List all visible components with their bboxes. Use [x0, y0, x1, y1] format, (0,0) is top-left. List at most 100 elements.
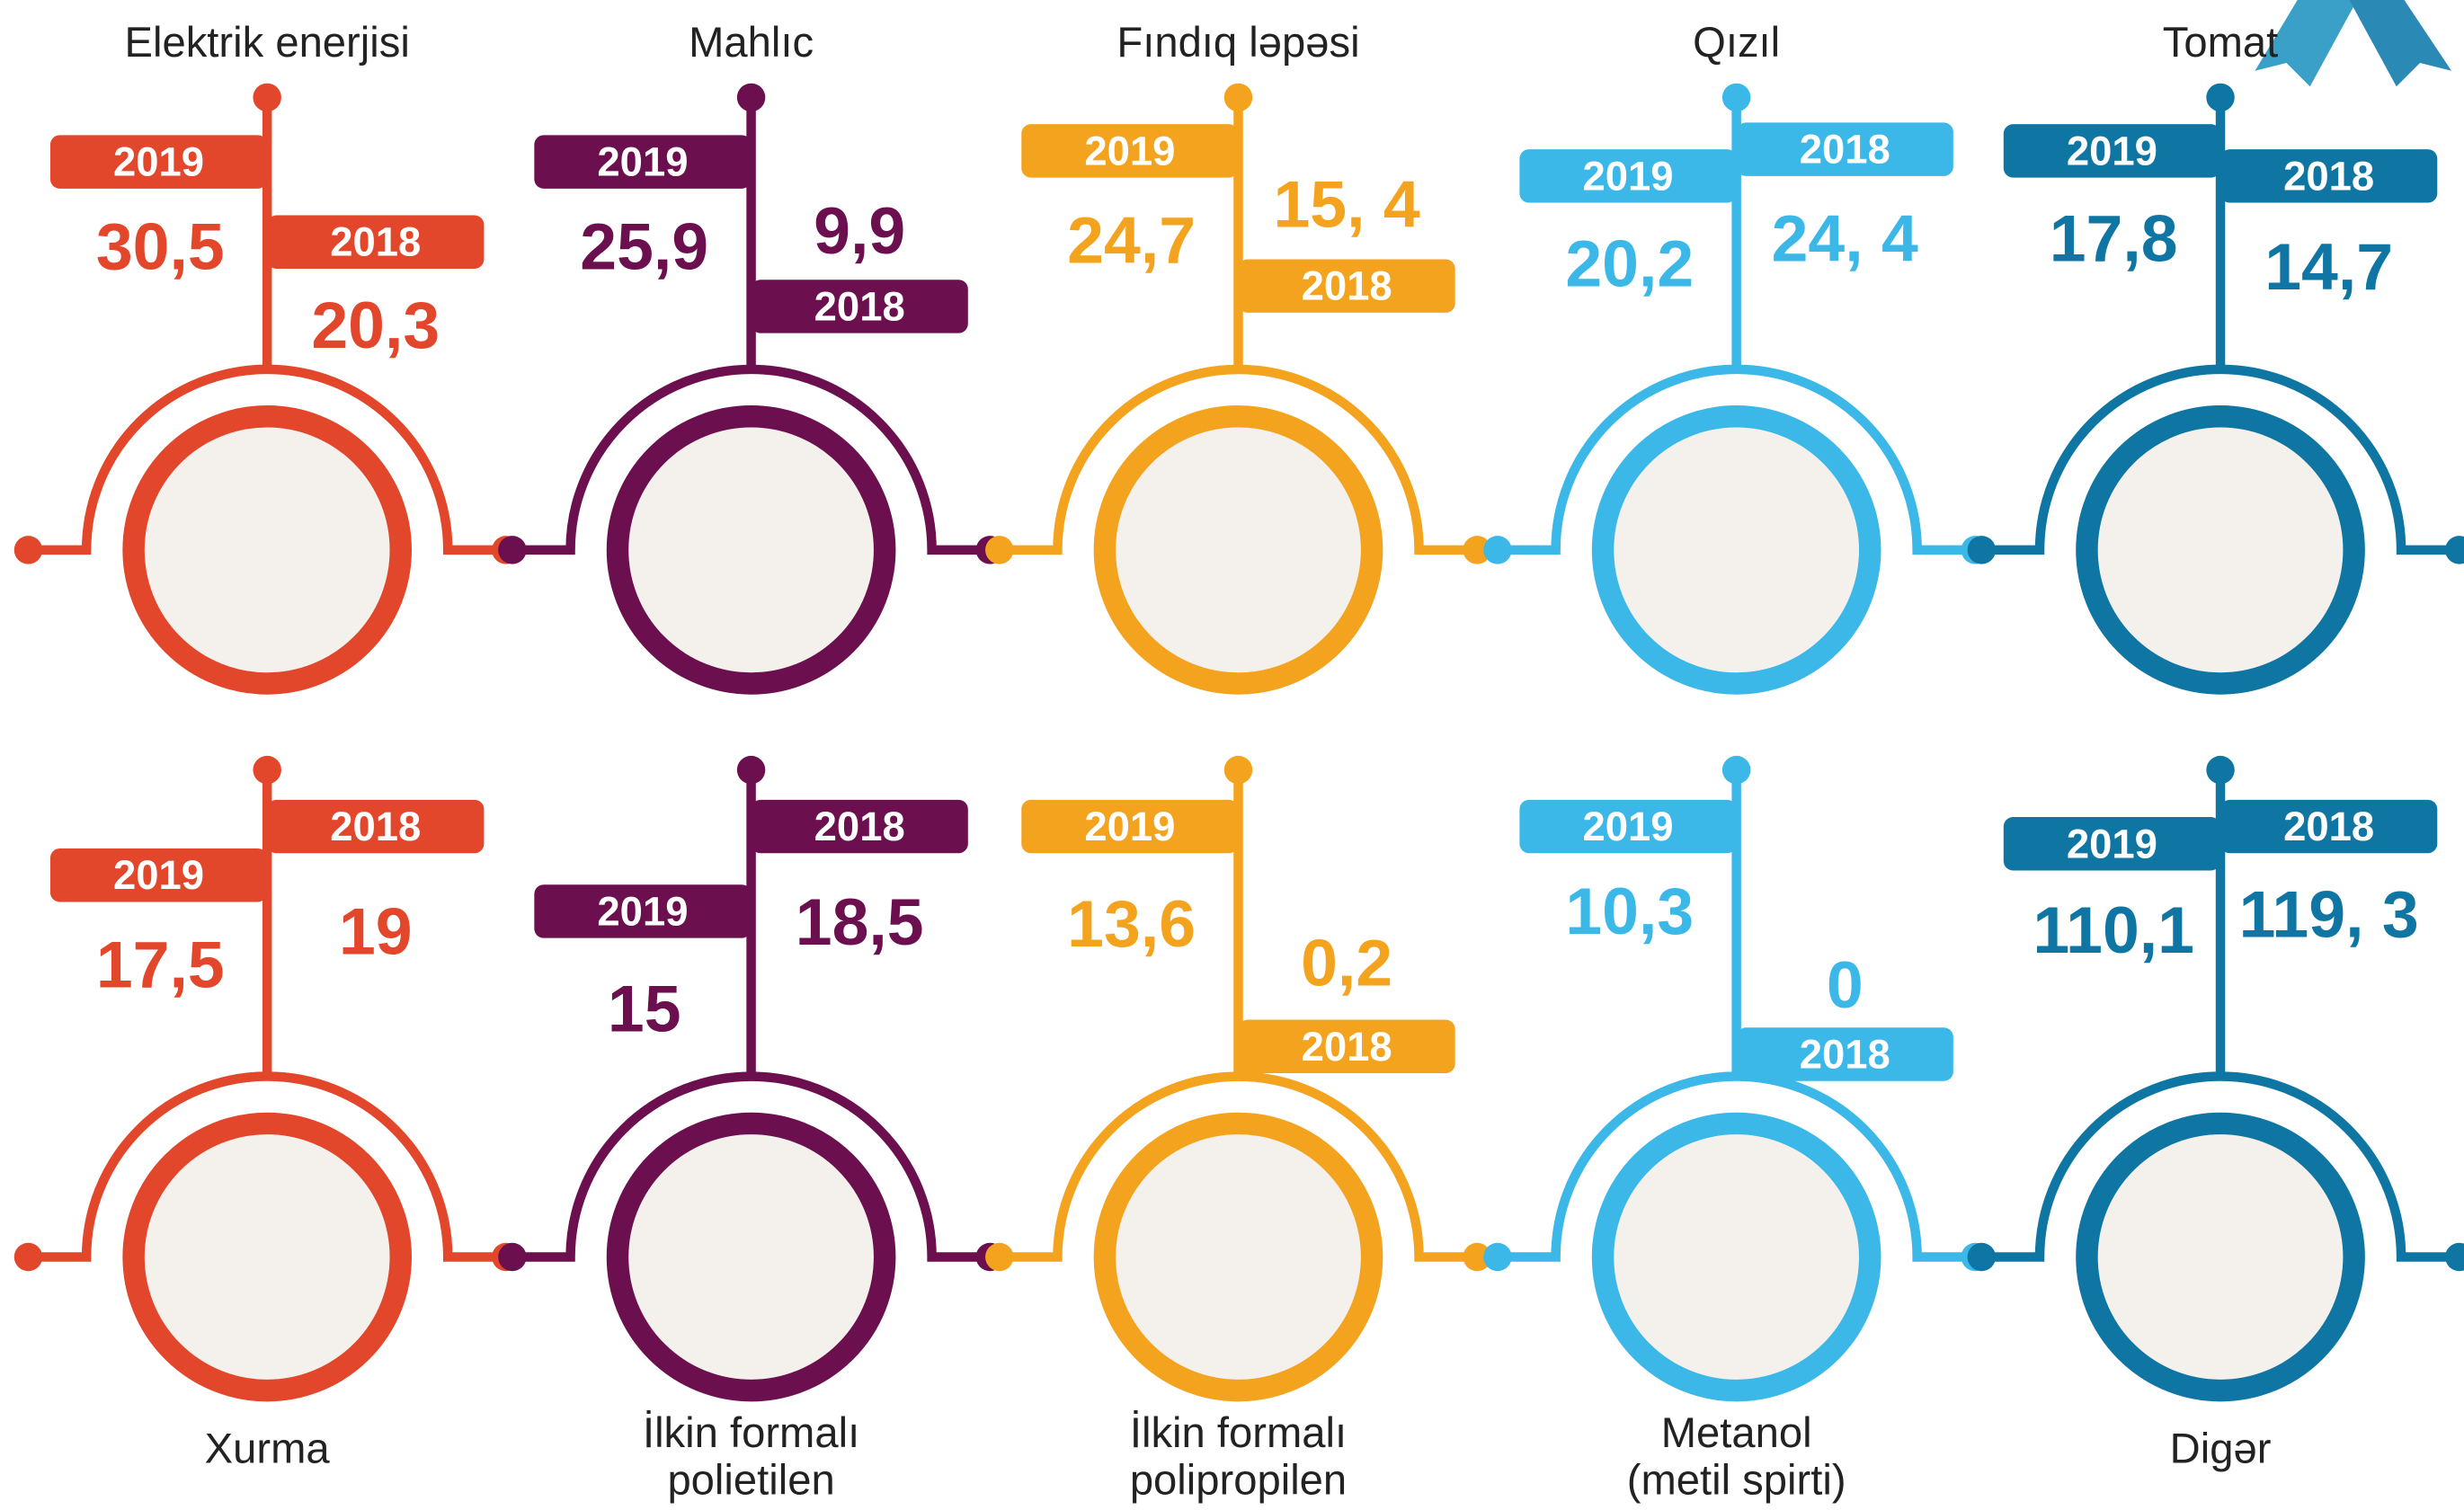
item-label: Digər [2170, 1426, 2272, 1473]
year-box [534, 135, 752, 189]
arc-dot [1483, 536, 1512, 564]
year-label: 2018 [1800, 1032, 1890, 1078]
value-2019: 17,8 [2050, 202, 2178, 276]
ring [2076, 405, 2365, 695]
item: 2019 17,8 2018 14,7 Tomat [1967, 19, 2464, 695]
year-box [1021, 799, 1239, 854]
year-label: 2018 [1800, 127, 1890, 173]
arc-dot [2445, 536, 2464, 564]
ring [1591, 1112, 1881, 1402]
stem-dot [253, 755, 281, 785]
year-box [2220, 149, 2438, 203]
arc-dot [13, 1242, 43, 1272]
arc-dot [1483, 1242, 1512, 1272]
value-2019: 24,7 [1067, 204, 1196, 278]
icon-bg [1116, 1134, 1361, 1380]
item-label: Fındıq ləpəsi [1116, 19, 1359, 67]
year-box [49, 135, 268, 189]
arc [1002, 364, 1474, 555]
item: 2019 25,9 2018 9,9 Mahlıc [498, 19, 1005, 695]
ring [2076, 1112, 2365, 1402]
arc-dot [1967, 1242, 1997, 1272]
arc-dot [498, 536, 527, 564]
value-2019: 17,5 [96, 928, 225, 1001]
year-label: 2018 [330, 804, 421, 849]
year-label: 2019 [113, 139, 204, 185]
year-box [1736, 1027, 1953, 1081]
item: 2019 10,3 2018 0 Metanol(metil spirti) [1483, 755, 1990, 1504]
year-box [751, 280, 968, 333]
year-box [1736, 122, 1953, 176]
item: 2019 110,1 2018 119, 3 Digər [1967, 755, 2464, 1473]
year-box [1238, 1019, 1455, 1073]
arc [1984, 1071, 2457, 1262]
ring [122, 1112, 412, 1402]
year-label: 2019 [1582, 153, 1673, 199]
ring [606, 405, 896, 695]
value-2018: 0,2 [1301, 927, 1392, 1000]
arc [1002, 1071, 1474, 1262]
value-2018: 9,9 [814, 194, 905, 268]
item: 2019 24,7 2018 15, 4 Fındıq ləpəsi [985, 19, 1491, 695]
icon-bg [628, 1134, 874, 1380]
value-2019: 15 [608, 972, 681, 1045]
value-2018: 20,3 [311, 289, 440, 362]
year-box [49, 848, 268, 902]
icon-bg [628, 427, 874, 673]
stem-dot [2206, 83, 2235, 112]
ring [1591, 405, 1881, 695]
arc-dot [985, 536, 1014, 564]
icon-bg [1116, 427, 1361, 673]
icon-bg [144, 1134, 390, 1380]
value-2018: 24, 4 [1772, 202, 1918, 276]
year-label: 2019 [2067, 821, 2157, 866]
ring [1093, 405, 1383, 695]
year-label: 2019 [1084, 804, 1175, 849]
item-label: polietilen [667, 1456, 834, 1504]
year-label: 2018 [2283, 153, 2374, 199]
value-2019: 13,6 [1067, 887, 1196, 961]
year-box [751, 799, 968, 854]
arc [1500, 1071, 1972, 1262]
icon-bg [1614, 427, 1859, 673]
stem-dot [1721, 755, 1751, 785]
year-label: 2018 [814, 804, 905, 849]
item-label: Elektrik enerjisi [125, 19, 410, 67]
arc-dot [498, 1242, 527, 1272]
icon-bg [1614, 1134, 1859, 1380]
icon-bg [2097, 427, 2344, 673]
year-label: 2019 [1084, 128, 1175, 173]
year-box [1238, 259, 1455, 313]
year-label: 2018 [1302, 1024, 1392, 1070]
stem-dot [736, 755, 766, 785]
value-2018: 14,7 [2264, 230, 2393, 304]
ring [606, 1112, 896, 1402]
year-box [2220, 799, 2438, 854]
item-label: Qızıl [1693, 19, 1780, 67]
year-box [1519, 799, 1737, 854]
stem-dot [1223, 755, 1253, 785]
year-label: 2019 [113, 852, 204, 898]
arc [1500, 364, 1972, 555]
item-label: (metil spirti) [1627, 1456, 1846, 1504]
arc [1984, 364, 2457, 555]
arc [515, 364, 987, 555]
icon-bg [2097, 1134, 2344, 1380]
item-label: İlkin formalı [1130, 1409, 1347, 1457]
year-box [267, 215, 485, 269]
year-box [267, 799, 485, 854]
stem-dot [736, 83, 766, 112]
arc [31, 364, 503, 555]
stem-dot [1223, 83, 1253, 112]
value-2018: 19 [339, 895, 413, 969]
year-label: 2018 [1302, 263, 1392, 309]
value-2018: 18,5 [796, 885, 924, 959]
stem-dot [253, 83, 281, 112]
value-2018: 15, 4 [1273, 167, 1419, 241]
year-box [1519, 149, 1737, 203]
arc-dot [13, 536, 43, 564]
value-2019: 25,9 [580, 209, 708, 283]
stem-dot [2206, 755, 2235, 785]
year-box [2003, 124, 2221, 178]
